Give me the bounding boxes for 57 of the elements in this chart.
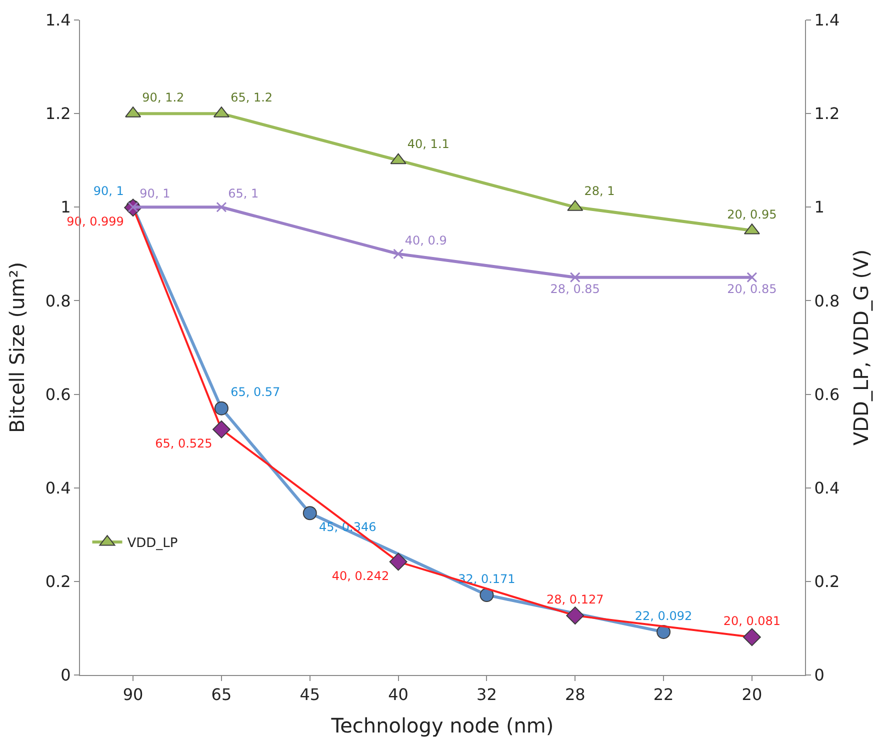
point [566, 606, 584, 625]
data-label: 20, 0.081 [723, 614, 781, 628]
y2-tick-label: 0.2 [814, 572, 840, 592]
point [656, 624, 671, 639]
data-label: 28, 0.127 [546, 592, 604, 606]
data-label: 40, 1.1 [407, 137, 450, 152]
y2-tick-label: 1 [814, 198, 824, 217]
data-label: 22, 0.092 [634, 608, 692, 623]
point [746, 272, 758, 283]
point [212, 420, 230, 438]
point [214, 401, 228, 416]
x-tick-label: 45 [300, 685, 320, 704]
x-tick-label: 65 [211, 685, 232, 704]
y-tick-label: 0 [60, 666, 71, 685]
point [389, 552, 408, 571]
y-tick-label: 0.8 [45, 291, 71, 310]
x-tick-label: 20 [742, 685, 762, 704]
data-label: 65, 1.2 [230, 90, 273, 104]
point [480, 588, 494, 602]
y2-axis-title: VDD_LP, VDD_G (V) [849, 249, 874, 446]
y-tick-label: 1.4 [45, 10, 71, 30]
y-tick-label: 1 [60, 198, 71, 217]
y-tick-label: 0.6 [45, 384, 71, 404]
data-label: 65, 0.525 [155, 436, 212, 451]
x-tick-label: 28 [564, 685, 586, 704]
x-axis-title: Technology node (nm) [330, 714, 554, 738]
y-tick-label: 0.2 [45, 572, 71, 592]
x-tick-label: 90 [122, 685, 144, 704]
y-tick-label: 1.2 [45, 104, 71, 124]
data-label: 65, 1 [228, 186, 259, 201]
data-label: 40, 0.242 [332, 568, 390, 583]
y-axis-title: Bitcell Size (um²) [4, 262, 29, 434]
point [743, 628, 761, 646]
data-label: 40, 0.9 [404, 233, 447, 248]
point [570, 272, 580, 283]
data-label: 90, 1 [93, 184, 124, 198]
point [216, 202, 227, 212]
y2-tick-label: 1.2 [814, 104, 840, 124]
point [393, 248, 404, 260]
data-label: 28, 1 [584, 184, 615, 198]
data-label: 28, 0.85 [550, 282, 600, 296]
legend-label: VDD_LP [127, 536, 178, 552]
y2-tick-label: 0.6 [814, 384, 840, 404]
x-tick-label: 32 [476, 685, 497, 704]
data-label: 90, 1 [140, 186, 170, 201]
y-tick-label: 0.4 [45, 478, 71, 498]
point [302, 506, 317, 520]
y2-tick-label: 0.8 [814, 291, 840, 310]
data-label: 65, 0.57 [230, 385, 280, 400]
y2-tick-label: 0 [814, 666, 824, 685]
y2-tick-label: 0.4 [814, 478, 840, 498]
data-label: 90, 1.2 [142, 90, 184, 104]
x-tick-label: 40 [388, 685, 408, 704]
x-tick-label: 22 [653, 685, 674, 704]
data-label: 20, 0.95 [727, 207, 777, 222]
data-label: 20, 0.85 [727, 282, 777, 296]
y2-tick-label: 1.4 [814, 10, 840, 30]
